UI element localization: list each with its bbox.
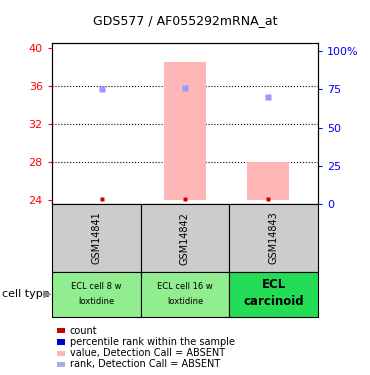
Text: cell type: cell type xyxy=(2,290,50,299)
Text: loxtidine: loxtidine xyxy=(167,297,203,306)
Text: GSM14842: GSM14842 xyxy=(180,211,190,265)
Text: GSM14843: GSM14843 xyxy=(269,212,279,264)
Text: carcinoid: carcinoid xyxy=(243,295,304,307)
Text: ECL cell 8 w: ECL cell 8 w xyxy=(71,282,121,291)
Text: percentile rank within the sample: percentile rank within the sample xyxy=(70,337,235,347)
Bar xyxy=(164,62,206,200)
Text: ECL: ECL xyxy=(262,279,286,291)
Text: ECL cell 16 w: ECL cell 16 w xyxy=(157,282,213,291)
Bar xyxy=(248,162,289,200)
Text: loxtidine: loxtidine xyxy=(78,297,114,306)
Text: GDS577 / AF055292mRNA_at: GDS577 / AF055292mRNA_at xyxy=(93,14,277,27)
Text: GSM14841: GSM14841 xyxy=(91,212,101,264)
Text: value, Detection Call = ABSENT: value, Detection Call = ABSENT xyxy=(70,348,225,358)
Text: rank, Detection Call = ABSENT: rank, Detection Call = ABSENT xyxy=(70,360,220,369)
Text: count: count xyxy=(70,326,98,336)
